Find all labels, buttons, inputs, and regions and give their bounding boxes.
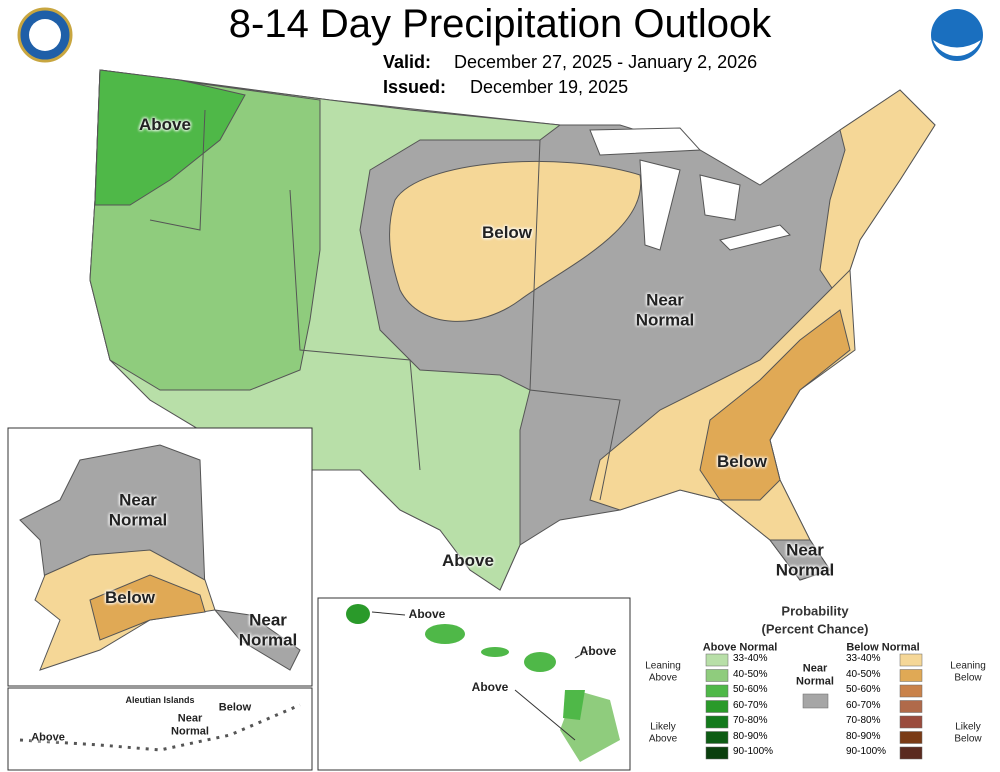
lake [699,174,741,221]
alaska-panhandle [213,609,301,671]
island [425,624,465,644]
valid-label: Valid: [383,52,432,72]
above-heading: Above Normal [702,641,778,654]
doc-logo-center [29,19,61,51]
map-label: Above [579,644,617,659]
map-label: Below [104,588,156,608]
above-swatch [705,700,729,713]
map-label: Near Normal [775,540,835,579]
below-swatch [899,700,923,713]
below-swatch [899,653,923,667]
above-bin-label: 50-60% [733,684,768,695]
map-label: Below [716,452,768,472]
map-label: Near Normal [635,290,695,329]
lake [589,127,702,156]
aleutian-inset [7,687,313,771]
above-swatch [705,669,729,682]
island [346,604,370,624]
above-swatch [705,653,729,667]
state-line [529,139,621,501]
map-label: Near Normal [238,610,298,649]
above-50-area [94,69,246,206]
below-40-area [699,309,851,501]
below-33-area [819,89,936,302]
legend [705,653,923,760]
noaa-logo-wave [933,40,981,56]
map-label: Above [31,731,65,744]
island [563,690,585,720]
above-bin-label: 80-90% [733,730,768,742]
map-label: Above [442,551,494,571]
map-label: Above [471,680,509,695]
below-swatch [899,746,923,760]
valid-dates: December 27, 2025 - January 2, 2026 [454,52,758,72]
above-bin-label: 60-70% [733,699,768,711]
legend-title: Probability [781,603,849,619]
below-bin-label: 90-100% [846,746,887,757]
below-bin-label: 33-40% [846,653,881,664]
issued-label: Issued: [383,77,447,97]
leaning-below: Leaning Below [950,660,986,684]
above-bin-label: 70-80% [733,715,768,726]
map-label: Below [481,223,533,243]
aleutian-title: Aleutian Islands [125,694,195,705]
below-bin-label: 50-60% [846,684,881,695]
legend-subtitle: (Percent Chance) [761,621,869,637]
lake [639,159,681,251]
above-swatch [705,731,729,744]
below-swatch [899,684,923,698]
above-swatch [705,684,729,698]
map-label: Above [139,115,191,135]
map-label: Near Normal [108,490,168,529]
below-swatch [899,731,923,744]
below-bin-label: 80-90% [846,730,881,742]
pointer [574,649,591,659]
leaning-above: Leaning Above [645,660,681,684]
above-bin-label: 90-100% [733,746,774,757]
pointer [514,689,576,741]
below-swatch [899,715,923,729]
below-bin-label: 60-70% [846,699,881,711]
alaska-below-40 [89,574,206,641]
above-swatch [705,746,729,760]
below-33-area [389,160,642,322]
pointer [371,611,406,616]
state-line [149,109,206,231]
below-bin-label: 70-80% [846,715,881,726]
below-heading: Below Normal [846,641,920,654]
title: 8-14 Day Precipitation Outlook [228,2,772,46]
above-swatch [705,715,729,729]
lake [719,224,791,251]
likely-above: Likely Above [648,721,678,745]
above-bin-label: 40-50% [733,668,768,680]
island [524,652,556,672]
issued-date: December 19, 2025 [470,77,629,97]
map-label: Above [408,607,446,622]
above-bin-label: 33-40% [733,653,768,664]
near-normal-area [769,539,831,581]
below-bin-label: 40-50% [846,668,881,680]
map-label: Below [218,701,252,714]
state-line [289,189,421,471]
near-normal-label: Near Normal [796,662,834,687]
island [481,647,509,657]
map-label: Near Normal [171,712,209,737]
below-swatch [899,669,923,682]
near-normal-swatch [802,693,829,709]
likely-below: Likely Below [954,721,982,745]
